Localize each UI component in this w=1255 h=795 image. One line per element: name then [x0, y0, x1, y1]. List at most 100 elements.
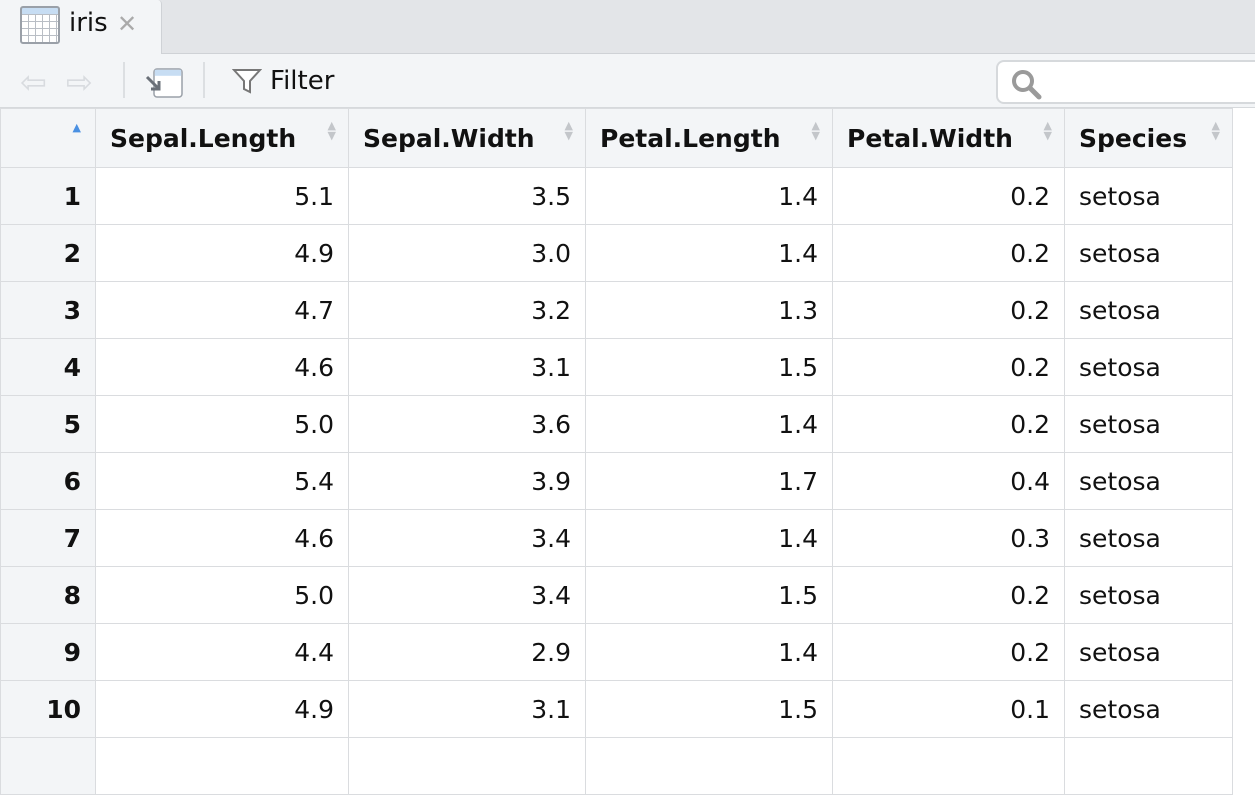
sort-icon: ▲ ▼ — [327, 119, 336, 142]
table-cell: 5.0 — [95, 395, 349, 453]
table-cell: 0.2 — [832, 338, 1065, 396]
table-cell: 1.4 — [585, 509, 833, 567]
table-cell — [0, 737, 96, 795]
row-index: 4 — [0, 338, 96, 396]
table-cell: 0.2 — [832, 224, 1065, 282]
table-row: 2 4.9 3.0 1.4 0.2 setosa — [0, 224, 1233, 282]
table-cell — [95, 737, 349, 795]
table-cell: setosa — [1064, 338, 1233, 396]
sort-icon: ▲ ▼ — [1211, 119, 1220, 142]
toolbar: ⇦ ⇨ Filter — [0, 54, 1255, 108]
table-cell — [348, 737, 586, 795]
row-index: 7 — [0, 509, 96, 567]
search-icon — [1012, 70, 1042, 100]
table-cell: 0.2 — [832, 281, 1065, 339]
table-cell — [832, 737, 1065, 795]
table-cell: 3.1 — [348, 338, 586, 396]
column-header-petal-width[interactable]: Petal.Width ▲ ▼ — [832, 108, 1065, 168]
table-cell: setosa — [1064, 680, 1233, 738]
table-cell: 0.3 — [832, 509, 1065, 567]
column-label: Sepal.Width — [363, 123, 535, 153]
table-row: 9 4.4 2.9 1.4 0.2 setosa — [0, 623, 1233, 681]
row-index: 1 — [0, 167, 96, 225]
column-label: Petal.Length — [600, 123, 781, 153]
table-cell: 4.6 — [95, 338, 349, 396]
sort-icon: ▲ ▼ — [1043, 119, 1052, 142]
table-cell: 0.2 — [832, 167, 1065, 225]
table-cell: setosa — [1064, 623, 1233, 681]
table-cell — [1064, 737, 1233, 795]
table-cell: 3.5 — [348, 167, 586, 225]
table-cell: 4.4 — [95, 623, 349, 681]
table-cell: 4.9 — [95, 224, 349, 282]
row-index: 3 — [0, 281, 96, 339]
table-icon — [20, 6, 60, 44]
table-cell: 0.2 — [832, 395, 1065, 453]
row-index: 2 — [0, 224, 96, 282]
table-cell: 4.6 — [95, 509, 349, 567]
table-row: 10 4.9 3.1 1.5 0.1 setosa — [0, 680, 1233, 738]
table-cell: setosa — [1064, 566, 1233, 624]
table-row: 1 5.1 3.5 1.4 0.2 setosa — [0, 167, 1233, 225]
table-cell: 1.4 — [585, 224, 833, 282]
column-label: Species — [1079, 123, 1188, 153]
table-cell: 1.5 — [585, 338, 833, 396]
sort-icon: ▲ ▼ — [564, 119, 573, 142]
filter-button[interactable]: Filter — [232, 66, 334, 96]
table-cell: 0.1 — [832, 680, 1065, 738]
sort-icon: ▲ ▼ — [811, 119, 820, 142]
table-cell — [585, 737, 833, 795]
table-row: 8 5.0 3.4 1.5 0.2 setosa — [0, 566, 1233, 624]
table-row-partial — [0, 737, 1233, 795]
table-cell: 3.1 — [348, 680, 586, 738]
tab-title: iris — [69, 8, 108, 38]
filter-icon — [232, 69, 262, 94]
table-cell: setosa — [1064, 167, 1233, 225]
table-row: 6 5.4 3.9 1.7 0.4 setosa — [0, 452, 1233, 510]
row-index: 8 — [0, 566, 96, 624]
search-input[interactable] — [996, 60, 1255, 104]
column-header-species[interactable]: Species ▲ ▼ — [1064, 108, 1233, 168]
tab-iris[interactable]: iris ✕ — [0, 0, 162, 55]
row-index: 9 — [0, 623, 96, 681]
table-cell: 1.7 — [585, 452, 833, 510]
data-table: ▲ Sepal.Length ▲ ▼ Sepal.Width ▲ ▼ Petal.Len… — [0, 108, 1233, 795]
table-cell: 1.4 — [585, 167, 833, 225]
column-header-sepal-length[interactable]: Sepal.Length ▲ ▼ — [95, 108, 349, 168]
tab-bar: iris ✕ — [0, 0, 1255, 55]
table-cell: 4.7 — [95, 281, 349, 339]
table-cell: 2.9 — [348, 623, 586, 681]
back-arrow-icon[interactable]: ⇦ — [20, 63, 47, 101]
table-cell: 0.2 — [832, 623, 1065, 681]
table-cell: 4.9 — [95, 680, 349, 738]
table-cell: 5.4 — [95, 452, 349, 510]
table-cell: 3.9 — [348, 452, 586, 510]
table-cell: 5.0 — [95, 566, 349, 624]
table-row: 5 5.0 3.6 1.4 0.2 setosa — [0, 395, 1233, 453]
table-cell: setosa — [1064, 452, 1233, 510]
row-index: 10 — [0, 680, 96, 738]
filter-label: Filter — [270, 66, 335, 96]
column-header-sepal-width[interactable]: Sepal.Width ▲ ▼ — [348, 108, 586, 168]
index-column-header[interactable]: ▲ — [0, 108, 96, 168]
table-cell: 3.2 — [348, 281, 586, 339]
table-row: 4 4.6 3.1 1.5 0.2 setosa — [0, 338, 1233, 396]
divider — [123, 62, 125, 98]
column-label: Sepal.Length — [110, 123, 297, 153]
row-index: 6 — [0, 452, 96, 510]
table-cell: setosa — [1064, 281, 1233, 339]
forward-arrow-icon[interactable]: ⇨ — [66, 63, 93, 101]
close-icon[interactable]: ✕ — [117, 10, 138, 38]
table-cell: 5.1 — [95, 167, 349, 225]
table-cell: 0.4 — [832, 452, 1065, 510]
table-cell: 3.4 — [348, 566, 586, 624]
popout-window-icon[interactable] — [145, 68, 183, 98]
table-row: 7 4.6 3.4 1.4 0.3 setosa — [0, 509, 1233, 567]
column-label: Petal.Width — [847, 123, 1013, 153]
table-cell: 3.0 — [348, 224, 586, 282]
column-header-petal-length[interactable]: Petal.Length ▲ ▼ — [585, 108, 833, 168]
table-cell: setosa — [1064, 509, 1233, 567]
table-cell: 1.5 — [585, 566, 833, 624]
row-index: 5 — [0, 395, 96, 453]
table-cell: 1.4 — [585, 395, 833, 453]
